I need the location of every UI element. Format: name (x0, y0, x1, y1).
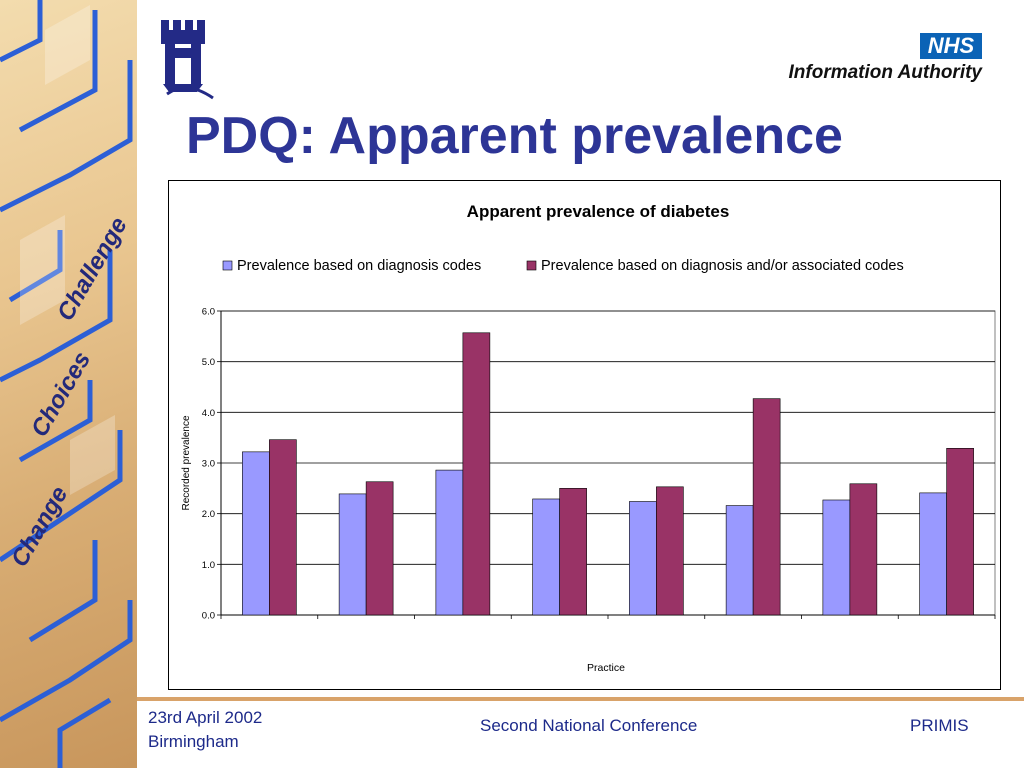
bar-diagnosis-codes (629, 501, 657, 616)
bar-diagnosis-codes (725, 505, 754, 616)
bar-diagnosis-codes (242, 451, 270, 616)
legend-swatch (222, 260, 233, 271)
y-tick-label: 6.0 (202, 307, 215, 318)
footer-divider (137, 697, 1024, 701)
footer-org: PRIMIS (910, 716, 969, 735)
bar-diagnosis-codes (822, 499, 851, 616)
bar-associated-codes (462, 332, 491, 616)
y-tick-label: 4.0 (202, 408, 215, 419)
footer-date: 23rd April 2002 (148, 708, 263, 727)
bar-diagnosis-codes (338, 493, 367, 616)
bar-chart: Apparent prevalence of diabetes Prevalenc… (181, 202, 996, 674)
nhs-logo: NHS (920, 33, 982, 59)
nhs-subtitle: Information Authority (788, 62, 983, 83)
legend-label: Prevalence based on diagnosis codes (237, 258, 481, 274)
bar-associated-codes (656, 486, 684, 616)
bar-diagnosis-codes (919, 492, 947, 616)
footer-place: Birmingham (148, 732, 239, 751)
bar-associated-codes (269, 439, 297, 616)
maze-illustration (0, 0, 133, 768)
chart-frame: Apparent prevalence of diabetes Prevalenc… (168, 180, 1001, 690)
x-axis-label: Practice (587, 662, 625, 674)
bar-associated-codes (849, 483, 878, 616)
y-tick-label: 1.0 (202, 560, 215, 571)
decorative-side-panel: Challenge Choices Change (0, 0, 137, 768)
y-tick-label: 0.0 (202, 611, 215, 622)
y-tick-label: 2.0 (202, 509, 215, 520)
university-crest-icon (161, 20, 214, 100)
bar-associated-codes (752, 398, 781, 616)
bar-associated-codes (559, 488, 587, 616)
chart-title: Apparent prevalence of diabetes (467, 202, 730, 221)
bar-diagnosis-codes (435, 469, 464, 616)
bar-associated-codes (365, 481, 394, 616)
legend-swatch (526, 260, 537, 271)
slide-title: PDQ: Apparent prevalence (186, 107, 843, 165)
y-tick-label: 3.0 (202, 459, 215, 470)
y-tick-label: 5.0 (202, 357, 215, 368)
footer-event: Second National Conference (480, 716, 698, 735)
y-axis-label: Recorded prevalence (181, 415, 192, 510)
legend-label: Prevalence based on diagnosis and/or ass… (541, 258, 904, 274)
bar-associated-codes (946, 448, 974, 616)
bar-diagnosis-codes (532, 498, 560, 616)
